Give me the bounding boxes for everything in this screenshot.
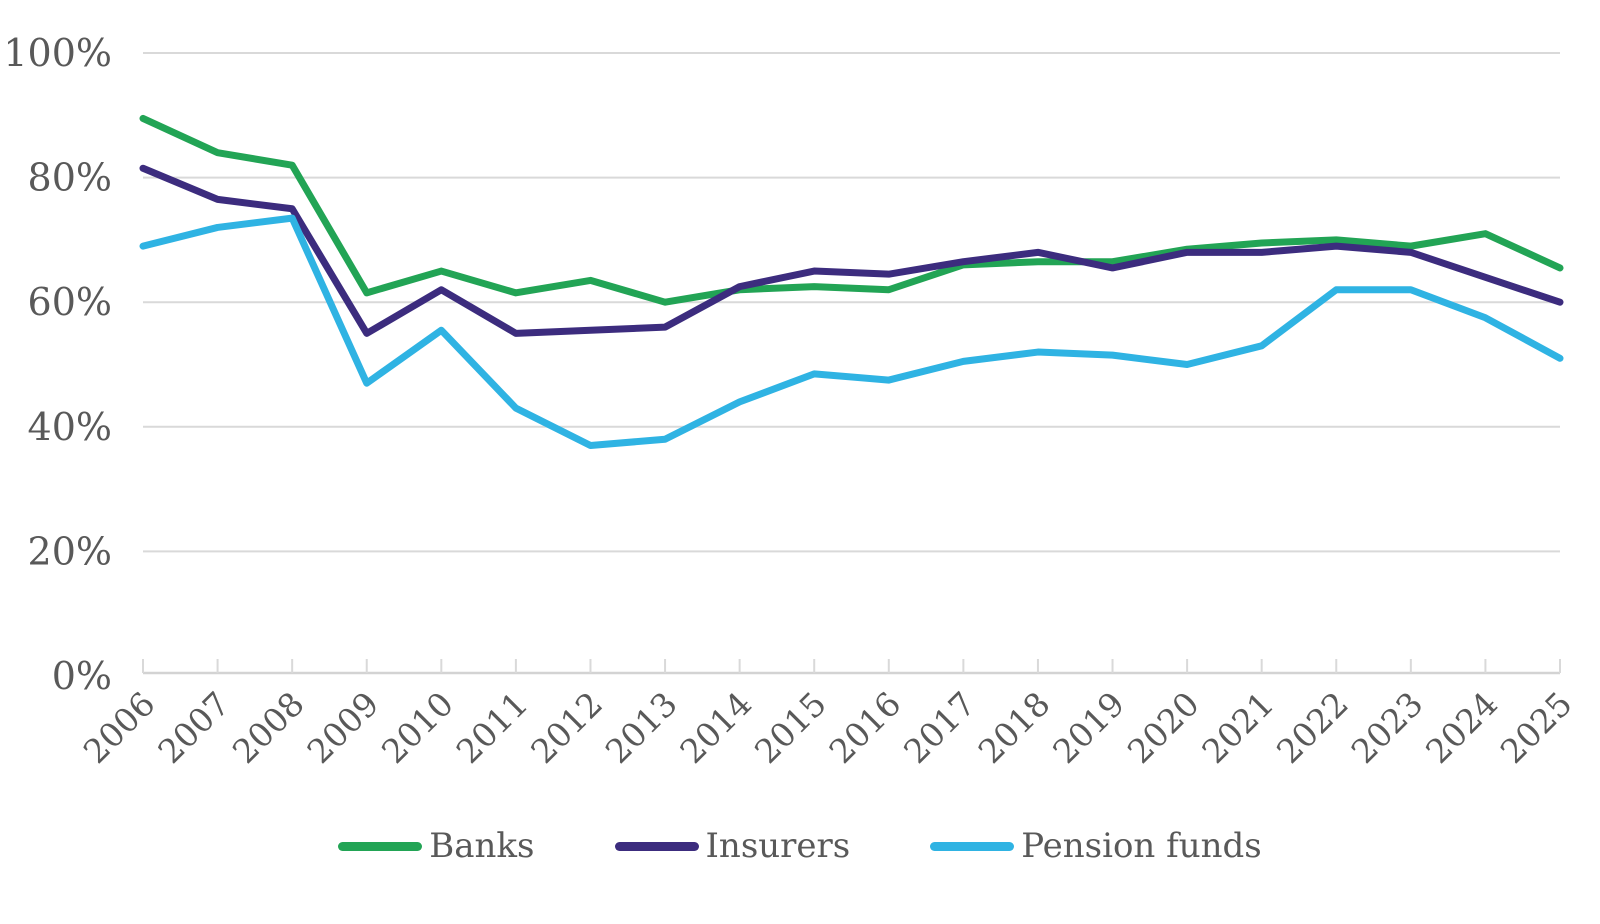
chart-canvas: 0%20%40%60%80%100%2006200720082009201020… — [3, 31, 1580, 771]
x-axis-label: 2020 — [1120, 684, 1207, 771]
x-axis-label: 2015 — [747, 684, 834, 771]
x-axis-label: 2018 — [971, 684, 1058, 771]
x-axis-label: 2012 — [523, 684, 610, 771]
x-axis-label: 2022 — [1269, 684, 1356, 771]
legend-item-pension-funds: Pension funds — [930, 826, 1262, 866]
y-axis-label: 100% — [3, 31, 112, 75]
y-axis-label: 80% — [28, 156, 112, 200]
chart-legend: Banks Insurers Pension funds — [0, 818, 1600, 874]
x-axis-label: 2024 — [1418, 684, 1505, 771]
y-axis-label: 20% — [28, 529, 112, 573]
y-axis-label: 0% — [52, 654, 112, 698]
x-axis-label: 2019 — [1045, 684, 1132, 771]
x-axis-label: 2011 — [449, 684, 536, 771]
x-axis-label: 2025 — [1493, 684, 1580, 771]
legend-label: Insurers — [705, 826, 851, 866]
x-axis-label: 2014 — [672, 684, 759, 771]
series-line-insurers — [139, 164, 1564, 337]
legend-swatch-icon — [930, 841, 1015, 851]
y-axis-label: 60% — [28, 280, 112, 324]
x-axis-label: 2009 — [299, 684, 386, 771]
legend-item-insurers: Insurers — [614, 826, 851, 866]
legend-item-banks: Banks — [338, 826, 535, 866]
x-axis-label: 2008 — [225, 684, 312, 771]
legend-swatch-icon — [338, 841, 423, 851]
x-axis-label: 2016 — [821, 684, 908, 771]
x-axis-label: 2017 — [896, 684, 983, 771]
x-axis-label: 2013 — [598, 684, 685, 771]
series-line-pension-funds — [139, 214, 1564, 449]
x-axis-label: 2023 — [1344, 684, 1431, 771]
legend-label: Pension funds — [1021, 826, 1262, 866]
series-line-banks — [139, 114, 1564, 306]
x-axis-label: 2010 — [374, 684, 461, 771]
x-axis-label: 2007 — [150, 684, 237, 771]
x-axis-label: 2021 — [1194, 684, 1281, 771]
y-axis-label: 40% — [28, 405, 112, 449]
legend-swatch-icon — [614, 841, 699, 851]
legend-label: Banks — [429, 826, 535, 866]
